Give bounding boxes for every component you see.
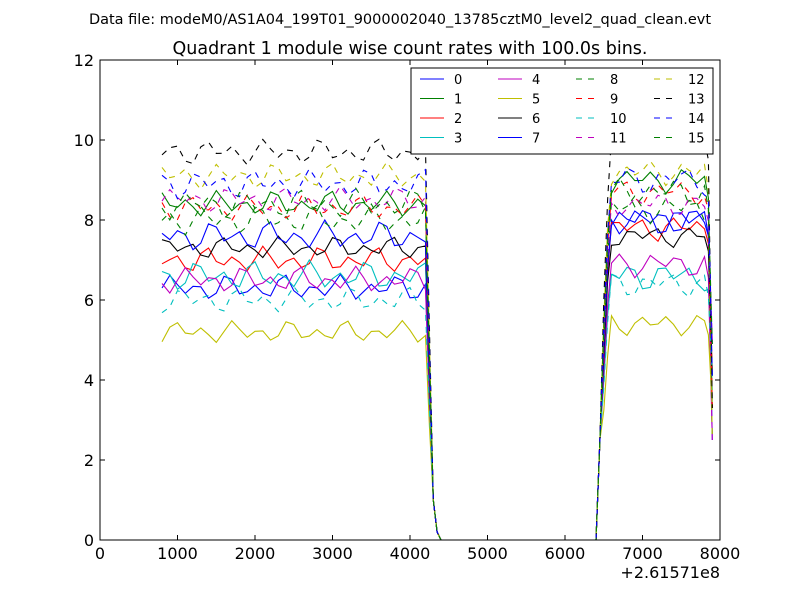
series-line-4 — [161, 253, 713, 540]
series-line-2 — [161, 217, 713, 540]
legend-label-3: 3 — [454, 132, 462, 147]
y-tick-label: 8 — [84, 211, 94, 230]
series-line-3 — [161, 258, 713, 540]
y-tick-label: 4 — [84, 371, 94, 390]
legend-label-7: 7 — [532, 132, 540, 147]
legend-label-11: 11 — [610, 132, 627, 147]
series-line-5 — [161, 314, 713, 540]
legend-label-0: 0 — [454, 73, 462, 88]
y-tick-label: 2 — [84, 451, 94, 470]
legend-label-15: 15 — [688, 132, 705, 147]
legend-label-14: 14 — [688, 112, 705, 127]
x-offset-label: +2.61571e8 — [620, 563, 720, 582]
series-line-0 — [161, 210, 713, 540]
x-tick-label: 3000 — [312, 544, 353, 563]
x-axis: 0 1000 2000 3000 4000 5000 6000 7000 8000 — [95, 60, 740, 563]
legend-label-8: 8 — [610, 73, 618, 88]
x-tick-label: 7000 — [622, 544, 663, 563]
x-tick-label: 2000 — [235, 544, 276, 563]
chart-supertitle: Data file: modeM0/AS1A04_199T01_90000020… — [89, 12, 711, 28]
legend-label-5: 5 — [532, 93, 540, 108]
x-tick-label: 4000 — [390, 544, 431, 563]
legend-box — [410, 67, 714, 155]
series-line-14 — [161, 167, 713, 540]
series-line-11 — [161, 185, 713, 540]
legend-label-10: 10 — [610, 112, 627, 127]
legend-label-9: 9 — [610, 93, 618, 108]
series-line-12 — [161, 160, 713, 540]
series-line-15 — [161, 176, 713, 540]
legend-label-12: 12 — [688, 73, 705, 88]
series-line-9 — [161, 181, 713, 540]
x-tick-label: 0 — [95, 544, 105, 563]
legend-label-13: 13 — [688, 93, 705, 108]
x-tick-label: 1000 — [157, 544, 198, 563]
y-tick-label: 12 — [74, 51, 94, 70]
series-line-1 — [161, 168, 713, 540]
y-tick-label: 0 — [84, 531, 94, 550]
x-tick-label: 8000 — [700, 544, 741, 563]
x-tick-label: 5000 — [467, 544, 508, 563]
series-layer — [161, 128, 713, 540]
x-tick-label: 6000 — [545, 544, 586, 563]
legend-label-4: 4 — [532, 73, 540, 88]
y-tick-label: 10 — [74, 131, 94, 150]
series-line-6 — [161, 227, 713, 540]
legend-label-1: 1 — [454, 93, 462, 108]
legend-label-6: 6 — [532, 112, 540, 127]
series-line-7 — [161, 210, 713, 540]
legend-label-2: 2 — [454, 112, 462, 127]
chart-title: Quadrant 1 module wise count rates with … — [173, 39, 648, 59]
series-line-10 — [161, 273, 713, 540]
y-tick-label: 6 — [84, 291, 94, 310]
